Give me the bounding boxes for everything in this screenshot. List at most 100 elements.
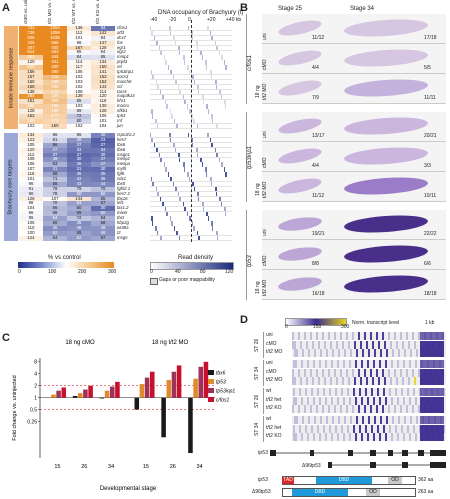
gene-label: atf3 <box>117 29 125 35</box>
heatmap-cell: 153 <box>91 74 115 80</box>
d-signal <box>355 433 357 442</box>
gene-label: tbx6 <box>117 146 126 152</box>
track-peak <box>170 30 171 36</box>
d-signal <box>320 349 322 358</box>
d-signal <box>409 433 411 442</box>
heatmap-cell: 103 <box>67 103 91 110</box>
heatmap-cell: 108 <box>19 157 43 163</box>
track-peak <box>216 191 217 197</box>
d-signal <box>412 368 414 377</box>
bar-tbx6 <box>161 397 166 438</box>
heatmap-cell: 85 <box>91 54 115 61</box>
bar-tp53inp1 <box>56 390 61 398</box>
d-signal <box>385 396 387 405</box>
panel-c-chart: 0.25 0.5 1 2 4 8 18 ng cMO 18 ng t/t2 MO Fold ch… <box>12 340 235 492</box>
bar-cfos1 <box>149 371 155 398</box>
heatmap-cell: 390 <box>43 69 67 75</box>
gene-label: fos <box>117 39 123 45</box>
d-signal <box>350 416 352 424</box>
gene-label: jmjd3 <box>117 59 128 65</box>
track-peak <box>174 226 175 231</box>
track-peak <box>157 124 158 129</box>
heatmap-row: 123 81 48 23 <box>19 137 115 143</box>
d-stage-label: ST 26 <box>254 338 260 352</box>
d-signal <box>319 433 321 442</box>
d-signal <box>292 377 294 386</box>
d-signal <box>352 368 354 377</box>
heatmap-cell: 200 <box>43 84 67 90</box>
bar-tp53inp1 <box>109 386 115 398</box>
heatmap-cell: 167 <box>67 45 91 51</box>
track-peak <box>168 172 169 177</box>
d-signal <box>325 360 327 368</box>
heatmap-row: 108 48 30 37 <box>19 157 115 163</box>
track-peak <box>168 65 169 70</box>
d-track <box>292 349 446 358</box>
protein2-dbd: DBD <box>292 489 348 496</box>
heatmap-row: 284 196 138 120 <box>19 94 115 100</box>
b-row-label: cMO <box>262 157 268 168</box>
track-peak <box>152 221 153 226</box>
heatmap-cell: 78 <box>43 191 67 197</box>
track-peak <box>206 172 207 177</box>
heatmap-cell: 86 <box>43 132 67 138</box>
d-signal <box>364 332 366 340</box>
heatmap-row: 168 200 102 144 <box>19 84 115 90</box>
d-signal <box>390 340 392 349</box>
heatmap-cell: 112 <box>67 30 91 36</box>
heatmap-cell: 112 <box>19 152 43 158</box>
heatmap-cell: 45 <box>43 225 67 231</box>
heatmap-cell: 79 <box>67 186 91 192</box>
d-signal <box>293 396 295 405</box>
heatmap-cell: 54 <box>67 201 91 207</box>
track-peak <box>183 55 185 60</box>
d-signal <box>314 349 316 358</box>
d-signal <box>368 349 370 358</box>
d-signal <box>443 388 445 396</box>
legend-label: tp53 <box>216 380 226 386</box>
track-tick: -20 <box>169 17 177 23</box>
read-legend-label: Read density <box>178 255 214 261</box>
protein2-len: 263 aa <box>418 489 434 495</box>
heatmap-cell: 107 <box>19 166 43 173</box>
heatmap-cell: 65 <box>91 196 115 202</box>
heatmap-row: 100 52 55 48 <box>19 230 115 236</box>
track-peak <box>156 187 157 192</box>
heatmap-row: 96 58 43 44 <box>19 181 115 187</box>
heatmap-cell: 142 <box>91 30 115 36</box>
heatmap-cell: 130 <box>91 103 115 110</box>
track-peak <box>173 182 174 187</box>
d-signal <box>329 424 331 433</box>
y-tick-label: 4 <box>34 372 37 378</box>
heatmap-cell: 37 <box>43 152 67 158</box>
heatmap-cell: 50 <box>91 210 115 217</box>
heatmap-cell: 30 <box>91 152 115 158</box>
track-peak <box>211 182 212 187</box>
heatmap-row: 95 54 72 64 <box>19 215 115 222</box>
d-signal <box>374 349 376 358</box>
d-signal <box>403 433 405 442</box>
heatmap-cell: 150 <box>19 79 43 85</box>
x-tick-label: 34 <box>197 464 203 470</box>
track-peak <box>166 104 168 109</box>
track-peak <box>179 50 180 55</box>
track-peak <box>197 191 199 197</box>
d-signal-block <box>420 368 444 377</box>
gene-label: t2 <box>117 229 121 235</box>
track-peak <box>211 221 213 226</box>
d-signal <box>347 424 349 433</box>
heatmap-cell: 144 <box>91 84 115 90</box>
heatmap-cell: 168 <box>19 84 43 90</box>
pct-tick: 200 <box>78 269 87 275</box>
heatmap-row: 105 60 45 58 <box>19 220 115 226</box>
heatmap-row: 157 219 102 153 <box>19 74 115 80</box>
d-signal <box>358 368 360 377</box>
d-signal <box>293 388 295 396</box>
track-peak <box>187 65 189 70</box>
d-signal <box>299 388 301 396</box>
gene-label: tbxt <box>117 215 124 221</box>
d-signal <box>335 424 337 433</box>
d-signal-block <box>420 388 444 396</box>
scale-label: 1 kb <box>425 320 435 326</box>
track-peak <box>155 119 157 124</box>
